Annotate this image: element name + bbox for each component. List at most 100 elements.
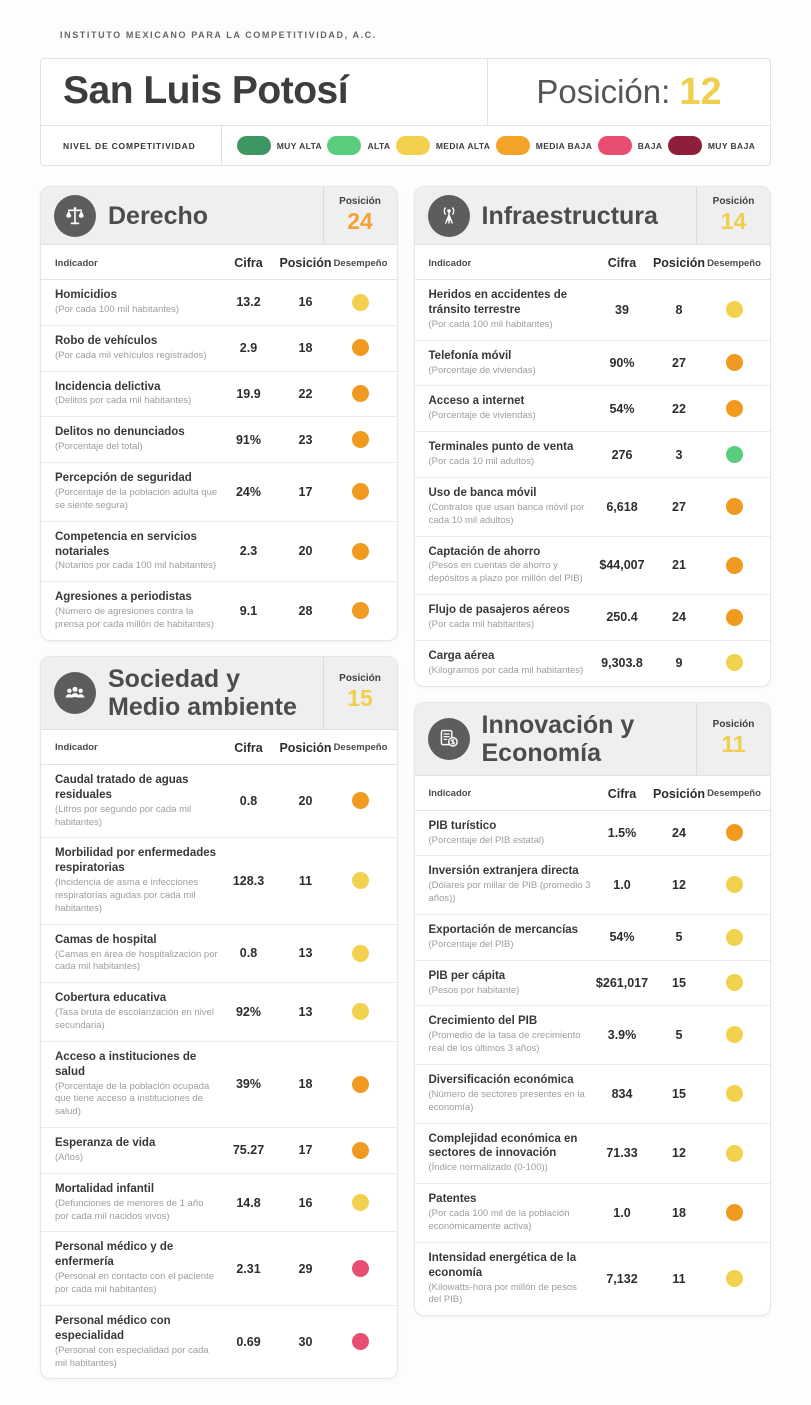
indicator-rows: Heridos en accidentes de tránsito terres…	[414, 280, 771, 686]
table-header: Indicador Cifra Posición Desempeño	[41, 730, 397, 765]
legend-label: MEDIA ALTA	[435, 140, 491, 151]
indicator-description: (Porcentaje del PIB estatal)	[428, 834, 545, 846]
indicator-name: Telefonía móvil	[428, 349, 512, 362]
indicator-position: 22	[298, 386, 313, 401]
indicator-name: Caudal tratado de aguas residuales	[55, 773, 189, 801]
col-position: Posición	[279, 256, 332, 270]
panel-infraestructura: Infraestructura Posición 14 Indicador Ci…	[413, 186, 771, 687]
indicator-value: $44,007	[599, 558, 645, 573]
panel-position-label: Posición	[339, 196, 381, 207]
indicator-row: Acceso a instituciones de salud (Porcenta…	[41, 1042, 397, 1129]
indicator-description: (Kilogramos por cada mil habitantes)	[428, 664, 584, 676]
indicator-name: Personal médico y de enfermería	[55, 1241, 174, 1269]
radio-tower-icon	[427, 194, 470, 237]
indicator-name: Incidencia delictiva	[55, 380, 161, 393]
indicator-row: Uso de banca móvil (Contratos que usan ba…	[414, 478, 770, 537]
performance-dot	[352, 1075, 369, 1093]
legend-swatch-media-alta	[395, 136, 430, 155]
table-header: Indicador Cifra Posición Desempeño	[414, 245, 770, 280]
indicator-value: 24%	[235, 484, 262, 499]
indicator-value: 71.33	[606, 1146, 638, 1161]
indicator-row: Crecimiento del PIB (Promedio de la tasa …	[414, 1006, 770, 1065]
indicator-description: (Porcentaje del total)	[55, 441, 143, 453]
indicator-position: 5	[675, 1028, 683, 1043]
indicator-value: 92%	[235, 1004, 262, 1019]
indicator-description: (Dólares por millar de PIB (promedio 3 a…	[428, 880, 591, 905]
col-performance: Desempeño	[333, 742, 388, 754]
performance-dot	[352, 602, 369, 620]
panel-position-value: 14	[720, 208, 747, 234]
left-column: Derecho Posición 24 Indicador Cifra Posi…	[40, 186, 398, 1380]
indicator-name: Percepción de seguridad	[55, 472, 192, 484]
performance-dot	[725, 1084, 743, 1102]
table-header: Indicador Cifra Posición Desempeño	[414, 776, 770, 811]
indicator-description: (Por cada mil habitantes)	[428, 619, 535, 630]
legend-label: MUY ALTA	[276, 140, 323, 151]
indicator-position: 20	[298, 544, 313, 559]
header-top-row: San Luis Potosí Posición: 12	[41, 59, 770, 125]
col-value: Cifra	[607, 256, 637, 270]
indicator-position: 17	[298, 484, 313, 499]
indicator-position: 20	[298, 794, 313, 809]
performance-dot	[725, 876, 743, 894]
indicator-position: 27	[672, 356, 686, 371]
indicator-value: 834	[611, 1086, 633, 1101]
indicator-description: (Incidencia de asma e infecciones respir…	[55, 877, 199, 914]
indicator-row: Personal médico y de enfermería (Personal…	[41, 1232, 397, 1306]
indicator-row: Mortalidad infantil (Defunciones de menor…	[41, 1174, 397, 1233]
col-indicator: Indicador	[428, 257, 472, 269]
competitiveness-level-label: NIVEL DE COMPETITIVIDAD	[63, 140, 196, 151]
performance-dot	[725, 1204, 743, 1222]
performance-dot	[725, 928, 743, 946]
indicator-name: Agresiones a periodistas	[55, 591, 192, 604]
indicator-position: 17	[298, 1143, 313, 1158]
indicator-description: (Delitos por cada mil habitantes)	[55, 395, 192, 407]
indicator-row: Carga aérea (Kilogramos por cada mil habi…	[415, 641, 771, 686]
indicator-value: 90%	[609, 356, 635, 371]
indicator-position: 3	[675, 447, 683, 462]
performance-dot	[725, 445, 743, 463]
legend-swatch-alta	[327, 136, 362, 155]
indicator-value: 3.9%	[607, 1028, 637, 1043]
performance-dot	[725, 354, 743, 372]
panel-position-box: Posición 11	[696, 702, 770, 775]
panel-header: Innovación y Economía Posición 11	[414, 702, 770, 776]
indicator-description: (Por cada 100 mil de la población económ…	[428, 1208, 570, 1232]
indicator-description: (Porcentaje de viviendas)	[428, 410, 536, 422]
indicator-row: Inversión extranjera directa (Dólares por…	[414, 856, 770, 915]
indicator-rows: Caudal tratado de aguas residuales (Litro…	[41, 765, 397, 1379]
panel-position-value: 24	[347, 208, 373, 234]
indicator-position: 22	[672, 401, 686, 416]
legend-item-muy-alta: MUY ALTA	[236, 136, 323, 155]
indicator-description: (Por cada 10 mil adultos)	[428, 456, 535, 468]
indicator-description: (Índice normalizado (0-100))	[428, 1162, 548, 1174]
indicator-description: (Camas en área de hospitalización por ca…	[55, 948, 218, 973]
indicator-name: Acceso a instituciones de salud	[55, 1050, 197, 1078]
indicator-row: Agresiones a periodistas (Número de agres…	[41, 582, 397, 640]
indicator-name: Diversificación económica	[428, 1073, 574, 1086]
indicator-description: (Pesos en cuentas de ahorro y depósitos …	[428, 560, 583, 585]
indicator-value: 250.4	[606, 610, 638, 625]
competitiveness-legend: MUY ALTA ALTA MEDIA ALTA MEDIA BAJA BAJA…	[221, 126, 770, 165]
performance-dot	[352, 1333, 369, 1351]
indicator-value: 1.5%	[607, 825, 637, 840]
col-performance: Desempeño	[707, 257, 761, 269]
panel-position-box: Posición 15	[322, 656, 397, 729]
indicator-row: Heridos en accidentes de tránsito terres…	[414, 280, 770, 341]
indicator-position: 18	[672, 1205, 686, 1220]
indicator-name: Patentes	[428, 1193, 477, 1206]
indicator-value: 9,303.8	[601, 656, 643, 671]
performance-dot	[352, 542, 369, 560]
panel-header: Infraestructura Posición 14	[414, 187, 770, 245]
legend-label: MUY BAJA	[707, 140, 756, 151]
col-value: Cifra	[234, 256, 263, 270]
legend-item-media-baja: MEDIA BAJA	[495, 136, 593, 155]
indicator-name: PIB turístico	[428, 819, 497, 832]
panel-position-label: Posición	[712, 196, 755, 207]
indicator-position: 5	[675, 930, 683, 945]
legend-swatch-media-baja	[495, 136, 530, 155]
legend-label: BAJA	[637, 140, 663, 151]
header-card: San Luis Potosí Posición: 12 NIVEL DE CO…	[40, 58, 771, 166]
indicator-position: 24	[672, 825, 686, 840]
indicator-row: Morbilidad por enfermedades respiratoria…	[41, 838, 397, 925]
